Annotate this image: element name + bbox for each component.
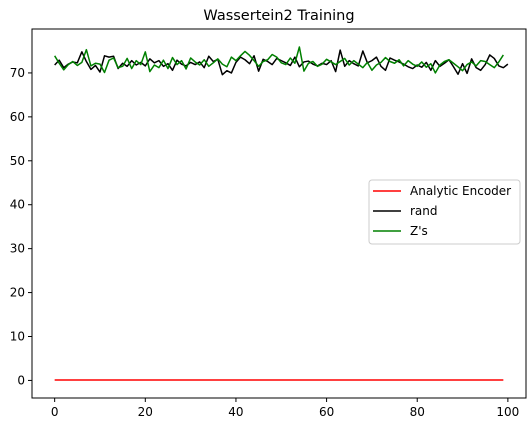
legend-label-0: Analytic Encoder [410, 184, 511, 198]
x-tick-label: 60 [319, 405, 334, 419]
y-tick-label: 60 [10, 110, 25, 124]
plot-frame [31, 28, 527, 399]
y-tick-label: 20 [10, 286, 25, 300]
y-tick-label: 10 [10, 330, 25, 344]
legend-label-1: rand [410, 204, 438, 218]
chart-title: Wassertein2 Training [203, 8, 354, 24]
x-tick-label: 20 [138, 405, 153, 419]
x-tick-label: 0 [51, 405, 59, 419]
series-layer [54, 46, 509, 381]
y-tick-label: 40 [10, 198, 25, 212]
y-tick-label: 70 [10, 66, 25, 80]
y-tick-label: 30 [10, 242, 25, 256]
x-tick-label: 40 [228, 405, 243, 419]
x-tick-label: 80 [410, 405, 425, 419]
x-tick-label: 100 [496, 405, 519, 419]
y-axis: 0 10 20 30 40 50 60 70 [10, 66, 32, 387]
legend-label-2: Z's [410, 224, 428, 238]
legend: Analytic Encoder rand Z's [368, 179, 521, 245]
series-line-2 [54, 46, 504, 74]
y-tick-label: 0 [17, 373, 25, 387]
x-axis: 0 20 40 60 80 100 [51, 398, 519, 419]
legend-box [368, 179, 521, 245]
y-tick-label: 50 [10, 154, 25, 168]
